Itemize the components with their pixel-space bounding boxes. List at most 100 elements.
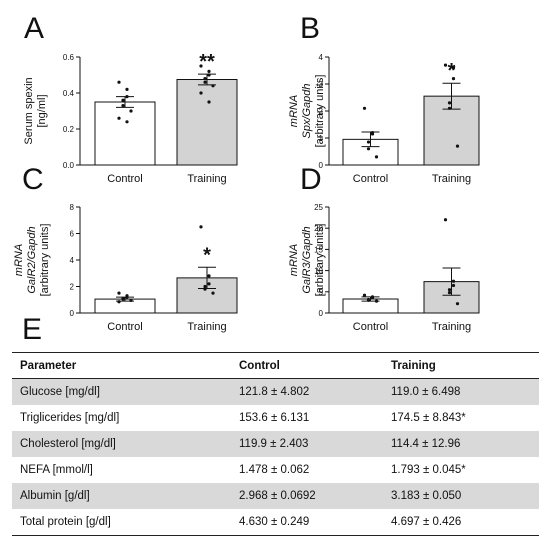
y-tick-label: 4 <box>319 53 324 62</box>
cell-training: 1.793 ± 0.045* <box>391 464 466 476</box>
category-label: Control <box>353 173 388 185</box>
y-tick-label: 0.0 <box>63 161 75 170</box>
data-point <box>117 291 121 295</box>
cell-parameter: NEFA [mmol/l] <box>20 464 93 476</box>
data-point <box>211 291 215 295</box>
cell-training: 174.5 ± 8.843* <box>391 412 466 424</box>
cell-control: 2.968 ± 0.0692 <box>231 483 383 509</box>
data-point <box>366 147 371 151</box>
y-tick-label: 10 <box>314 267 323 276</box>
chart-c-galr2-mrna: Control Training * 0 2 4 6 8 mRNA GalR2/Gapdh [arb… <box>13 203 238 333</box>
data-point <box>121 297 125 301</box>
y-axis-title-line: [ng/ml] <box>36 94 48 127</box>
table-row: Cholesterol [mg/dl] 119.9 ± 2.403 114.4 … <box>12 431 539 457</box>
y-axis-title-line: GalR2/Gapdh <box>26 226 38 293</box>
data-point <box>455 302 460 306</box>
data-point <box>443 218 448 222</box>
data-point <box>370 132 375 136</box>
panel-letter-a: A <box>24 12 45 45</box>
data-point <box>121 98 125 102</box>
y-axis-title: mRNA GalR2/Gapdh [arbitrary units] <box>13 224 51 297</box>
table-row: Glucose [mg/dl] 121.8 ± 4.802 119.0 ± 6.… <box>12 378 539 405</box>
data-point <box>199 225 203 229</box>
data-point <box>455 144 460 148</box>
data-point <box>447 291 452 295</box>
category-label: Training <box>432 321 471 333</box>
y-tick-label: 2 <box>319 107 324 116</box>
parameters-table: Parameter Control Training Glucose [mg/d… <box>12 352 539 536</box>
cell-training: 4.697 ± 0.426 <box>383 509 539 536</box>
data-point <box>451 283 456 288</box>
significance-marker: ** <box>199 51 215 73</box>
data-point <box>207 100 211 104</box>
data-point <box>211 84 215 88</box>
significance-marker: * <box>448 60 456 82</box>
data-point <box>443 63 448 67</box>
data-point <box>203 77 207 81</box>
header-parameter: Parameter <box>12 352 231 379</box>
data-point <box>451 66 456 70</box>
data-point <box>121 104 125 108</box>
data-point <box>203 287 207 291</box>
category-label: Training <box>432 173 471 185</box>
data-point <box>203 284 207 289</box>
panel-letter-b: B <box>300 12 321 45</box>
y-tick-label: 0.6 <box>63 53 75 62</box>
header-control: Control <box>231 352 383 379</box>
header-training: Training <box>383 352 539 379</box>
cell-parameter: Total protein [g/dl] <box>12 509 231 536</box>
data-point <box>117 80 121 84</box>
cell-control: 119.9 ± 2.403 <box>231 431 383 457</box>
data-point <box>362 293 367 297</box>
y-axis-title-line: Spx/Gapdh <box>301 83 313 138</box>
bar-training <box>176 79 238 166</box>
cell-training: 119.0 ± 6.498 <box>383 378 539 405</box>
y-axis-title-line: [arbitrary units] <box>314 75 326 148</box>
y-axis-title: mRNA GalR3/Gapdh [arbitrary units] <box>288 224 326 297</box>
y-tick-label: 0.4 <box>63 89 75 98</box>
panel-letter-c: C <box>22 163 44 196</box>
y-tick-label: 3 <box>319 80 324 89</box>
y-axis-title-line: mRNA <box>13 244 25 276</box>
y-tick-label: 0 <box>319 309 324 318</box>
data-point <box>125 295 129 299</box>
table-row: Total protein [g/dl] 4.630 ± 0.249 4.697… <box>12 509 539 536</box>
data-point <box>447 106 452 110</box>
data-point <box>129 298 133 303</box>
cell-control: 121.8 ± 4.802 <box>231 378 383 405</box>
panel-letter-e: E <box>22 313 43 346</box>
cell-training: 114.4 ± 12.96 <box>383 431 539 457</box>
data-point <box>125 87 129 91</box>
data-point <box>207 73 211 77</box>
data-point <box>125 95 129 99</box>
y-tick-label: 0 <box>70 309 75 318</box>
data-point <box>451 279 456 283</box>
y-tick-label: 2 <box>70 283 75 292</box>
data-point <box>207 274 211 278</box>
data-point <box>125 120 129 124</box>
y-axis-title-line: [arbitrary units] <box>314 224 326 297</box>
cell-control: 153.6 ± 6.131 <box>239 412 310 424</box>
data-point <box>451 77 456 81</box>
category-label: Control <box>107 173 142 185</box>
y-tick-label: 4 <box>70 256 75 265</box>
y-tick-label: 5 <box>319 288 324 297</box>
data-point <box>366 298 371 302</box>
category-label: Training <box>187 173 226 185</box>
bar-training <box>423 95 480 166</box>
y-axis-title: mRNA Spx/Gapdh [arbitrary units] <box>288 75 326 148</box>
data-point <box>374 299 379 303</box>
cell-parameter: Cholesterol [mg/dl] <box>12 431 231 457</box>
data-point <box>117 300 121 304</box>
panel-letter-d: D <box>300 163 322 196</box>
y-axis-title: Serum spexin [ng/ml] <box>23 77 48 144</box>
chart-d-galr3-mrna: Control Training 0 5 10 15 20 25 mRNA GalR3/Gapdh… <box>288 203 480 333</box>
chart-a-serum-spexin: Control Training ** 0.0 0.2 0.4 0.6 Serum spexi… <box>23 51 238 185</box>
y-tick-label: 6 <box>70 230 75 239</box>
data-point <box>362 106 367 110</box>
data-point <box>117 116 121 120</box>
category-label: Control <box>107 321 142 333</box>
y-axis-title-line: mRNA <box>288 244 300 276</box>
data-point <box>207 282 211 286</box>
data-point <box>199 64 203 68</box>
